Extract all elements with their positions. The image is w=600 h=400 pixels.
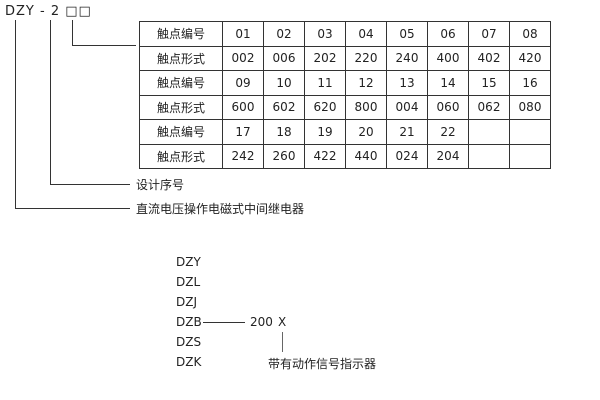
table-row: 触点编号 17 18 19 20 21 22	[139, 119, 551, 145]
table-cell	[509, 143, 551, 169]
relay-type-label: 直流电压操作电磁式中间继电器	[136, 202, 305, 216]
table-cell: 06	[427, 21, 469, 47]
series-item: DZJ	[176, 295, 197, 309]
model-code: DZY - 2 □□	[5, 4, 92, 19]
table-cell: 22	[427, 119, 469, 145]
series-item: DZS	[176, 335, 202, 349]
table-cell: 202	[304, 45, 346, 71]
table-cell: 240	[386, 45, 428, 71]
table-cell: 004	[386, 94, 428, 120]
table-cell: 620	[304, 94, 346, 120]
series-item: DZB	[176, 315, 202, 329]
table-cell: 07	[468, 21, 510, 47]
table-cell: 13	[386, 70, 428, 96]
table-cell: 402	[468, 45, 510, 71]
table-cell: 05	[386, 21, 428, 47]
table-cell: 204	[427, 143, 469, 169]
example-code: 200	[250, 315, 273, 329]
table-cell: 024	[386, 143, 428, 169]
table-cell: 440	[345, 143, 387, 169]
suffix-label: 带有动作信号指示器	[268, 357, 377, 371]
table-cell: 01	[222, 21, 264, 47]
table-cell: 006	[263, 45, 305, 71]
table-row: 触点形式 600 602 620 800 004 060 062 080	[139, 94, 551, 120]
table-cell: 060	[427, 94, 469, 120]
table-cell: 422	[304, 143, 346, 169]
contact-code-leader	[72, 20, 136, 46]
table-cell: 04	[345, 21, 387, 47]
example-suffix: X	[278, 315, 287, 329]
table-cell: 19	[304, 119, 346, 145]
table-cell: 12	[345, 70, 387, 96]
table-cell: 10	[263, 70, 305, 96]
table-cell: 600	[222, 94, 264, 120]
contact-table: 触点编号 01 02 03 04 05 06 07 08 触点形式 002 006 202 220 240 4…	[139, 21, 551, 169]
table-cell: 09	[222, 70, 264, 96]
table-cell: 602	[263, 94, 305, 120]
table-cell: 11	[304, 70, 346, 96]
design-serial-label: 设计序号	[136, 178, 185, 192]
table-cell: 14	[427, 70, 469, 96]
table-cell: 08	[509, 21, 551, 47]
row-label: 触点编号	[139, 70, 223, 96]
table-cell: 17	[222, 119, 264, 145]
relay-type-leader	[15, 20, 130, 209]
table-cell: 03	[304, 21, 346, 47]
table-cell: 400	[427, 45, 469, 71]
series-item: DZK	[176, 355, 202, 369]
table-cell: 800	[345, 94, 387, 120]
table-cell: 260	[263, 143, 305, 169]
table-row: 触点编号 01 02 03 04 05 06 07 08	[139, 21, 551, 47]
table-cell: 002	[222, 45, 264, 71]
table-row: 触点形式 002 006 202 220 240 400 402 420	[139, 45, 551, 71]
row-label: 触点编号	[139, 21, 223, 47]
table-cell: 18	[263, 119, 305, 145]
table-cell: 220	[345, 45, 387, 71]
table-cell: 080	[509, 94, 551, 120]
row-label: 触点编号	[139, 119, 223, 145]
series-item: DZL	[176, 275, 201, 289]
table-cell: 242	[222, 143, 264, 169]
table-cell: 21	[386, 119, 428, 145]
row-label: 触点形式	[139, 45, 223, 71]
table-row: 触点形式 242 260 422 440 024 204	[139, 143, 551, 169]
row-label: 触点形式	[139, 94, 223, 120]
table-cell	[509, 119, 551, 145]
table-cell	[468, 143, 510, 169]
table-cell: 20	[345, 119, 387, 145]
table-cell: 420	[509, 45, 551, 71]
design-serial-leader	[50, 20, 130, 185]
table-row: 触点编号 09 10 11 12 13 14 15 16	[139, 70, 551, 96]
table-cell	[468, 119, 510, 145]
table-cell: 062	[468, 94, 510, 120]
series-item: DZY	[176, 255, 201, 269]
row-label: 触点形式	[139, 143, 223, 169]
table-cell: 15	[468, 70, 510, 96]
table-cell: 02	[263, 21, 305, 47]
table-cell: 16	[509, 70, 551, 96]
